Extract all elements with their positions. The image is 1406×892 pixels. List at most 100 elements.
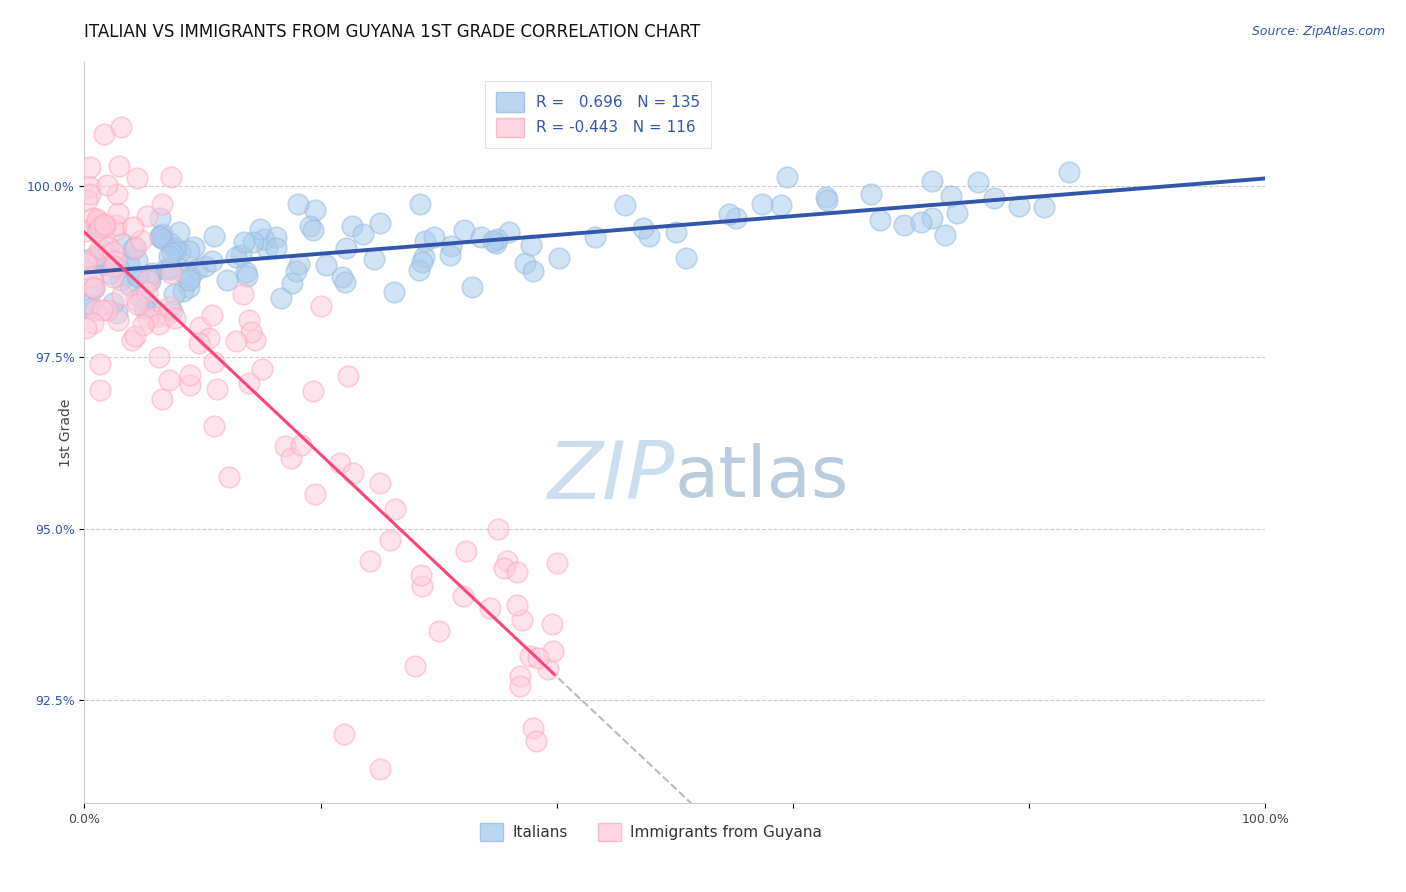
Point [363, 252, 385, 266]
Point [93, 128, 115, 142]
Point [150, 227, 173, 241]
Point [172, 264, 194, 278]
Point [524, 734, 547, 748]
Point [121, 333, 143, 347]
Point [281, 277, 304, 291]
Point [107, 313, 129, 327]
Point [79, 252, 101, 266]
Point [89, 241, 111, 255]
Point [93, 244, 115, 258]
Point [82, 317, 104, 331]
Point [82, 280, 104, 294]
Point [288, 257, 311, 271]
Point [165, 311, 187, 326]
Point [869, 213, 891, 227]
Point [236, 269, 259, 284]
Point [155, 262, 177, 277]
Point [333, 727, 356, 741]
Point [82, 279, 104, 293]
Point [165, 243, 187, 257]
Point [107, 260, 129, 275]
Point [149, 229, 172, 244]
Point [546, 556, 568, 570]
Point [124, 240, 146, 254]
Point [111, 287, 134, 301]
Point [129, 233, 152, 247]
Point [506, 598, 529, 612]
Point [120, 277, 142, 292]
Point [139, 300, 162, 314]
Point [256, 241, 278, 255]
Point [84, 217, 107, 231]
Point [118, 257, 141, 271]
Point [125, 293, 148, 307]
Point [409, 196, 432, 211]
Point [1032, 200, 1054, 214]
Point [159, 261, 181, 276]
Text: atlas: atlas [675, 442, 849, 511]
Point [121, 243, 143, 257]
Point [149, 228, 172, 243]
Point [583, 229, 606, 244]
Point [541, 617, 564, 632]
Point [163, 241, 186, 255]
Point [522, 721, 544, 735]
Point [335, 275, 357, 289]
Point [815, 190, 838, 204]
Point [939, 189, 962, 203]
Point [132, 301, 155, 316]
Point [921, 174, 943, 188]
Point [79, 160, 101, 174]
Point [150, 392, 173, 406]
Point [270, 291, 292, 305]
Point [177, 273, 200, 287]
Point [496, 554, 519, 568]
Point [478, 601, 501, 615]
Point [179, 368, 201, 382]
Point [515, 256, 537, 270]
Point [127, 296, 149, 310]
Point [103, 259, 125, 273]
Point [96, 302, 118, 317]
Point [470, 230, 492, 244]
Point [945, 205, 967, 219]
Point [80, 270, 103, 285]
Point [413, 234, 436, 248]
Point [97, 240, 120, 254]
Point [75, 255, 97, 269]
Point [218, 470, 240, 484]
Point [453, 589, 475, 603]
Point [378, 533, 401, 548]
Point [91, 303, 114, 318]
Point [983, 191, 1005, 205]
Point [86, 214, 108, 228]
Point [751, 196, 773, 211]
Point [329, 456, 352, 470]
Point [541, 644, 564, 658]
Point [79, 180, 101, 194]
Point [89, 220, 111, 235]
Point [94, 257, 117, 271]
Point [287, 196, 309, 211]
Point [1057, 165, 1080, 179]
Point [204, 228, 226, 243]
Point [179, 378, 201, 392]
Point [79, 301, 101, 315]
Point [382, 285, 405, 300]
Point [301, 222, 323, 236]
Point [75, 224, 97, 238]
Point [148, 317, 170, 331]
Point [519, 649, 541, 664]
Point [179, 244, 201, 258]
Point [264, 229, 287, 244]
Point [162, 245, 184, 260]
Point [138, 269, 160, 284]
Point [409, 568, 432, 582]
Point [96, 178, 118, 192]
Point [103, 244, 125, 259]
Point [87, 249, 110, 263]
Point [408, 262, 430, 277]
Point [136, 285, 159, 300]
Text: ITALIAN VS IMMIGRANTS FROM GUYANA 1ST GRADE CORRELATION CHART: ITALIAN VS IMMIGRANTS FROM GUYANA 1ST GR… [84, 23, 700, 41]
Point [439, 248, 461, 262]
